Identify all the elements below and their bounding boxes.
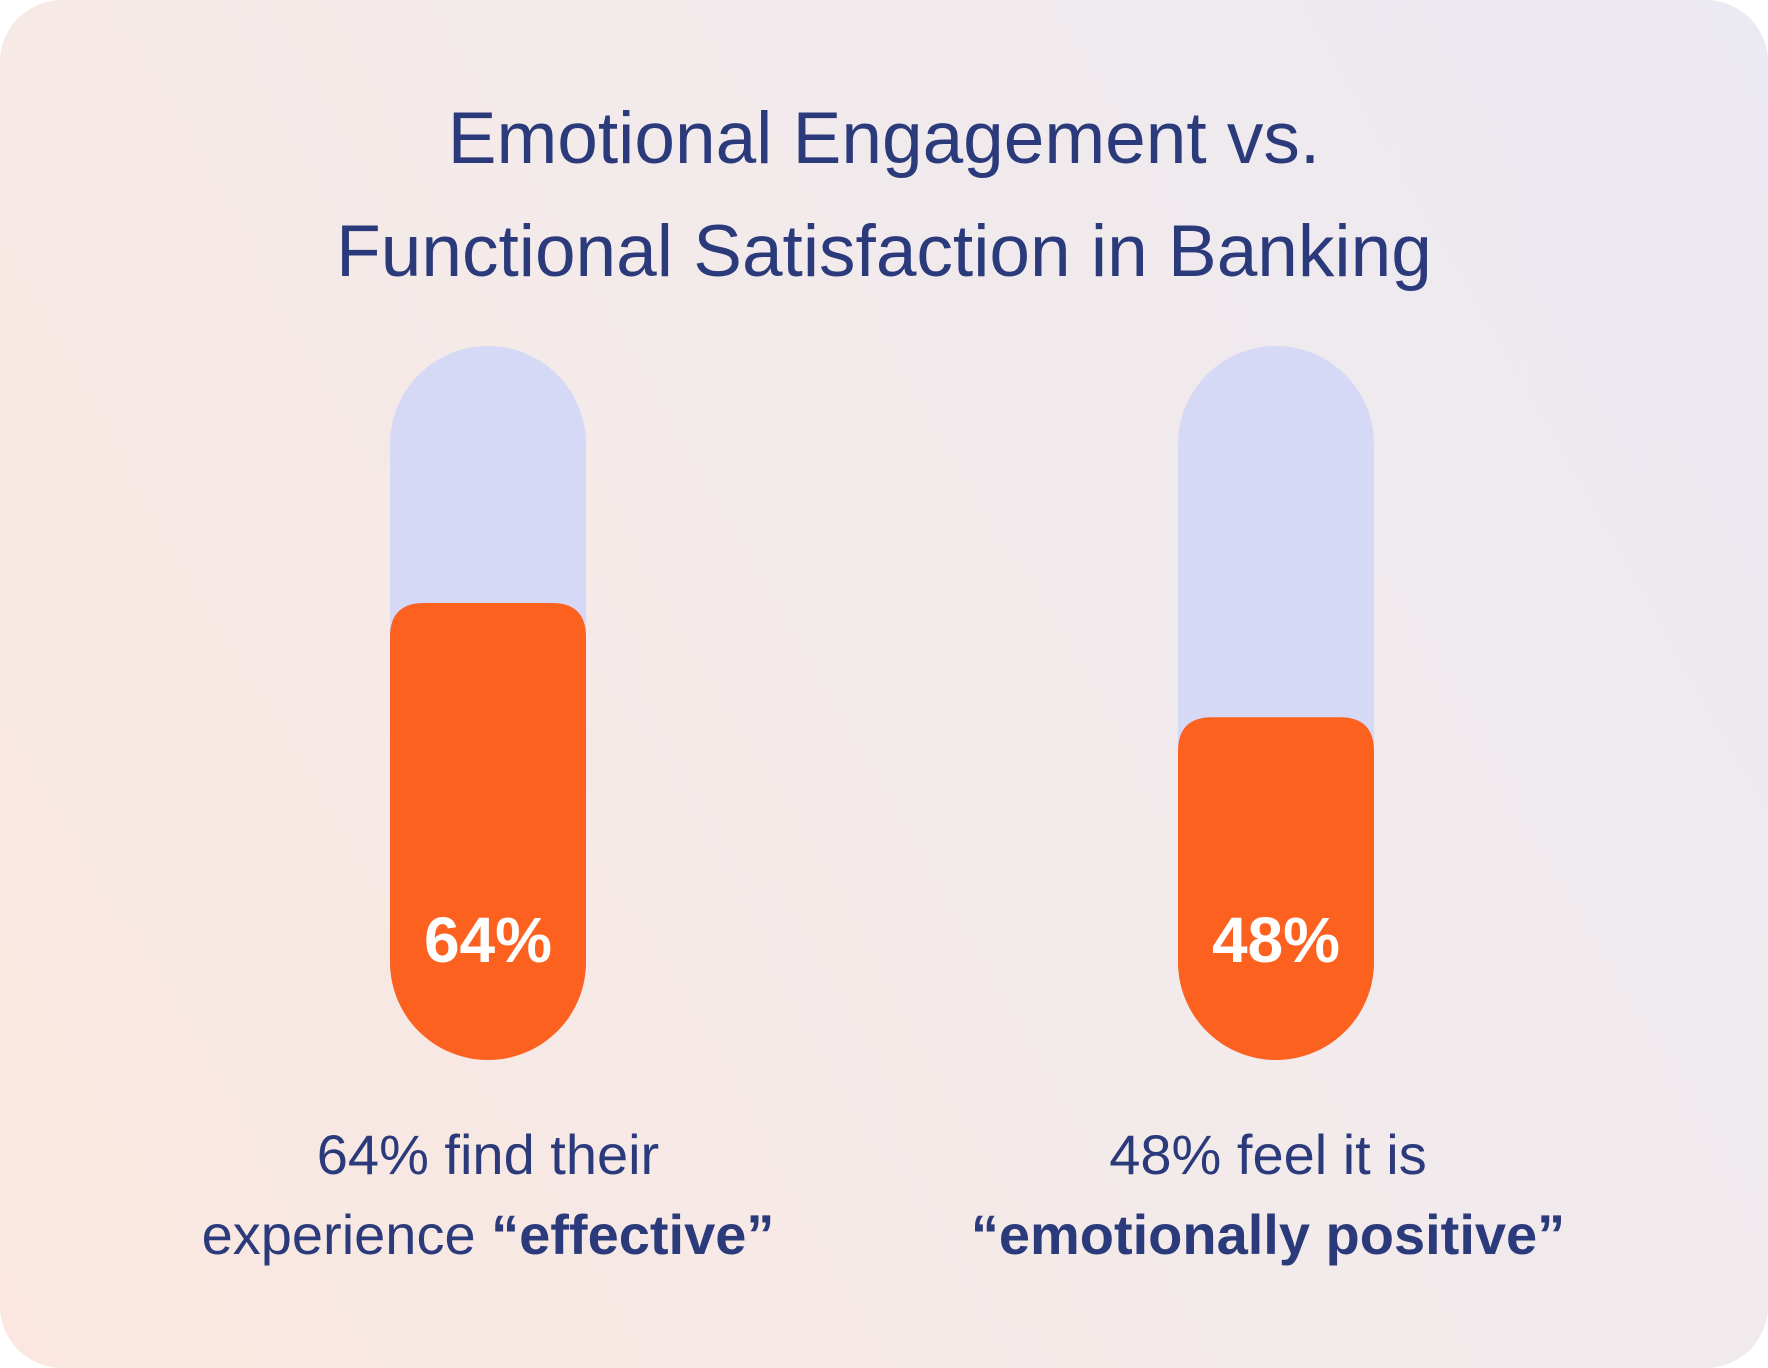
value-label-emotionally-positive: 48% — [1212, 904, 1340, 976]
caption-effective-plain: experience — [201, 1203, 492, 1266]
value-label-effective: 64% — [424, 904, 552, 976]
caption-emotionally-positive: 48% feel it is “emotionally positive” — [908, 1115, 1628, 1275]
caption-effective-bold: “effective” — [491, 1203, 775, 1266]
chart-title: Emotional Engagement vs. Functional Sati… — [0, 82, 1768, 308]
caption-emotionally-positive-line-1: 48% feel it is — [1109, 1123, 1427, 1186]
caption-effective-line-2: experience “effective” — [128, 1195, 848, 1275]
bar-fill-effective — [390, 603, 586, 1060]
chart-title-line-2: Functional Satisfaction in Banking — [336, 211, 1432, 292]
chart-title-line-1: Emotional Engagement vs. — [447, 98, 1321, 179]
caption-emotionally-positive-bold: “emotionally positive” — [970, 1203, 1566, 1266]
caption-effective: 64% find their experience “effective” — [128, 1115, 848, 1275]
caption-effective-line-1: 64% find their — [316, 1123, 660, 1186]
caption-emotionally-positive-line-2: “emotionally positive” — [908, 1195, 1628, 1275]
bar-fill-emotionally-positive — [1178, 717, 1374, 1060]
